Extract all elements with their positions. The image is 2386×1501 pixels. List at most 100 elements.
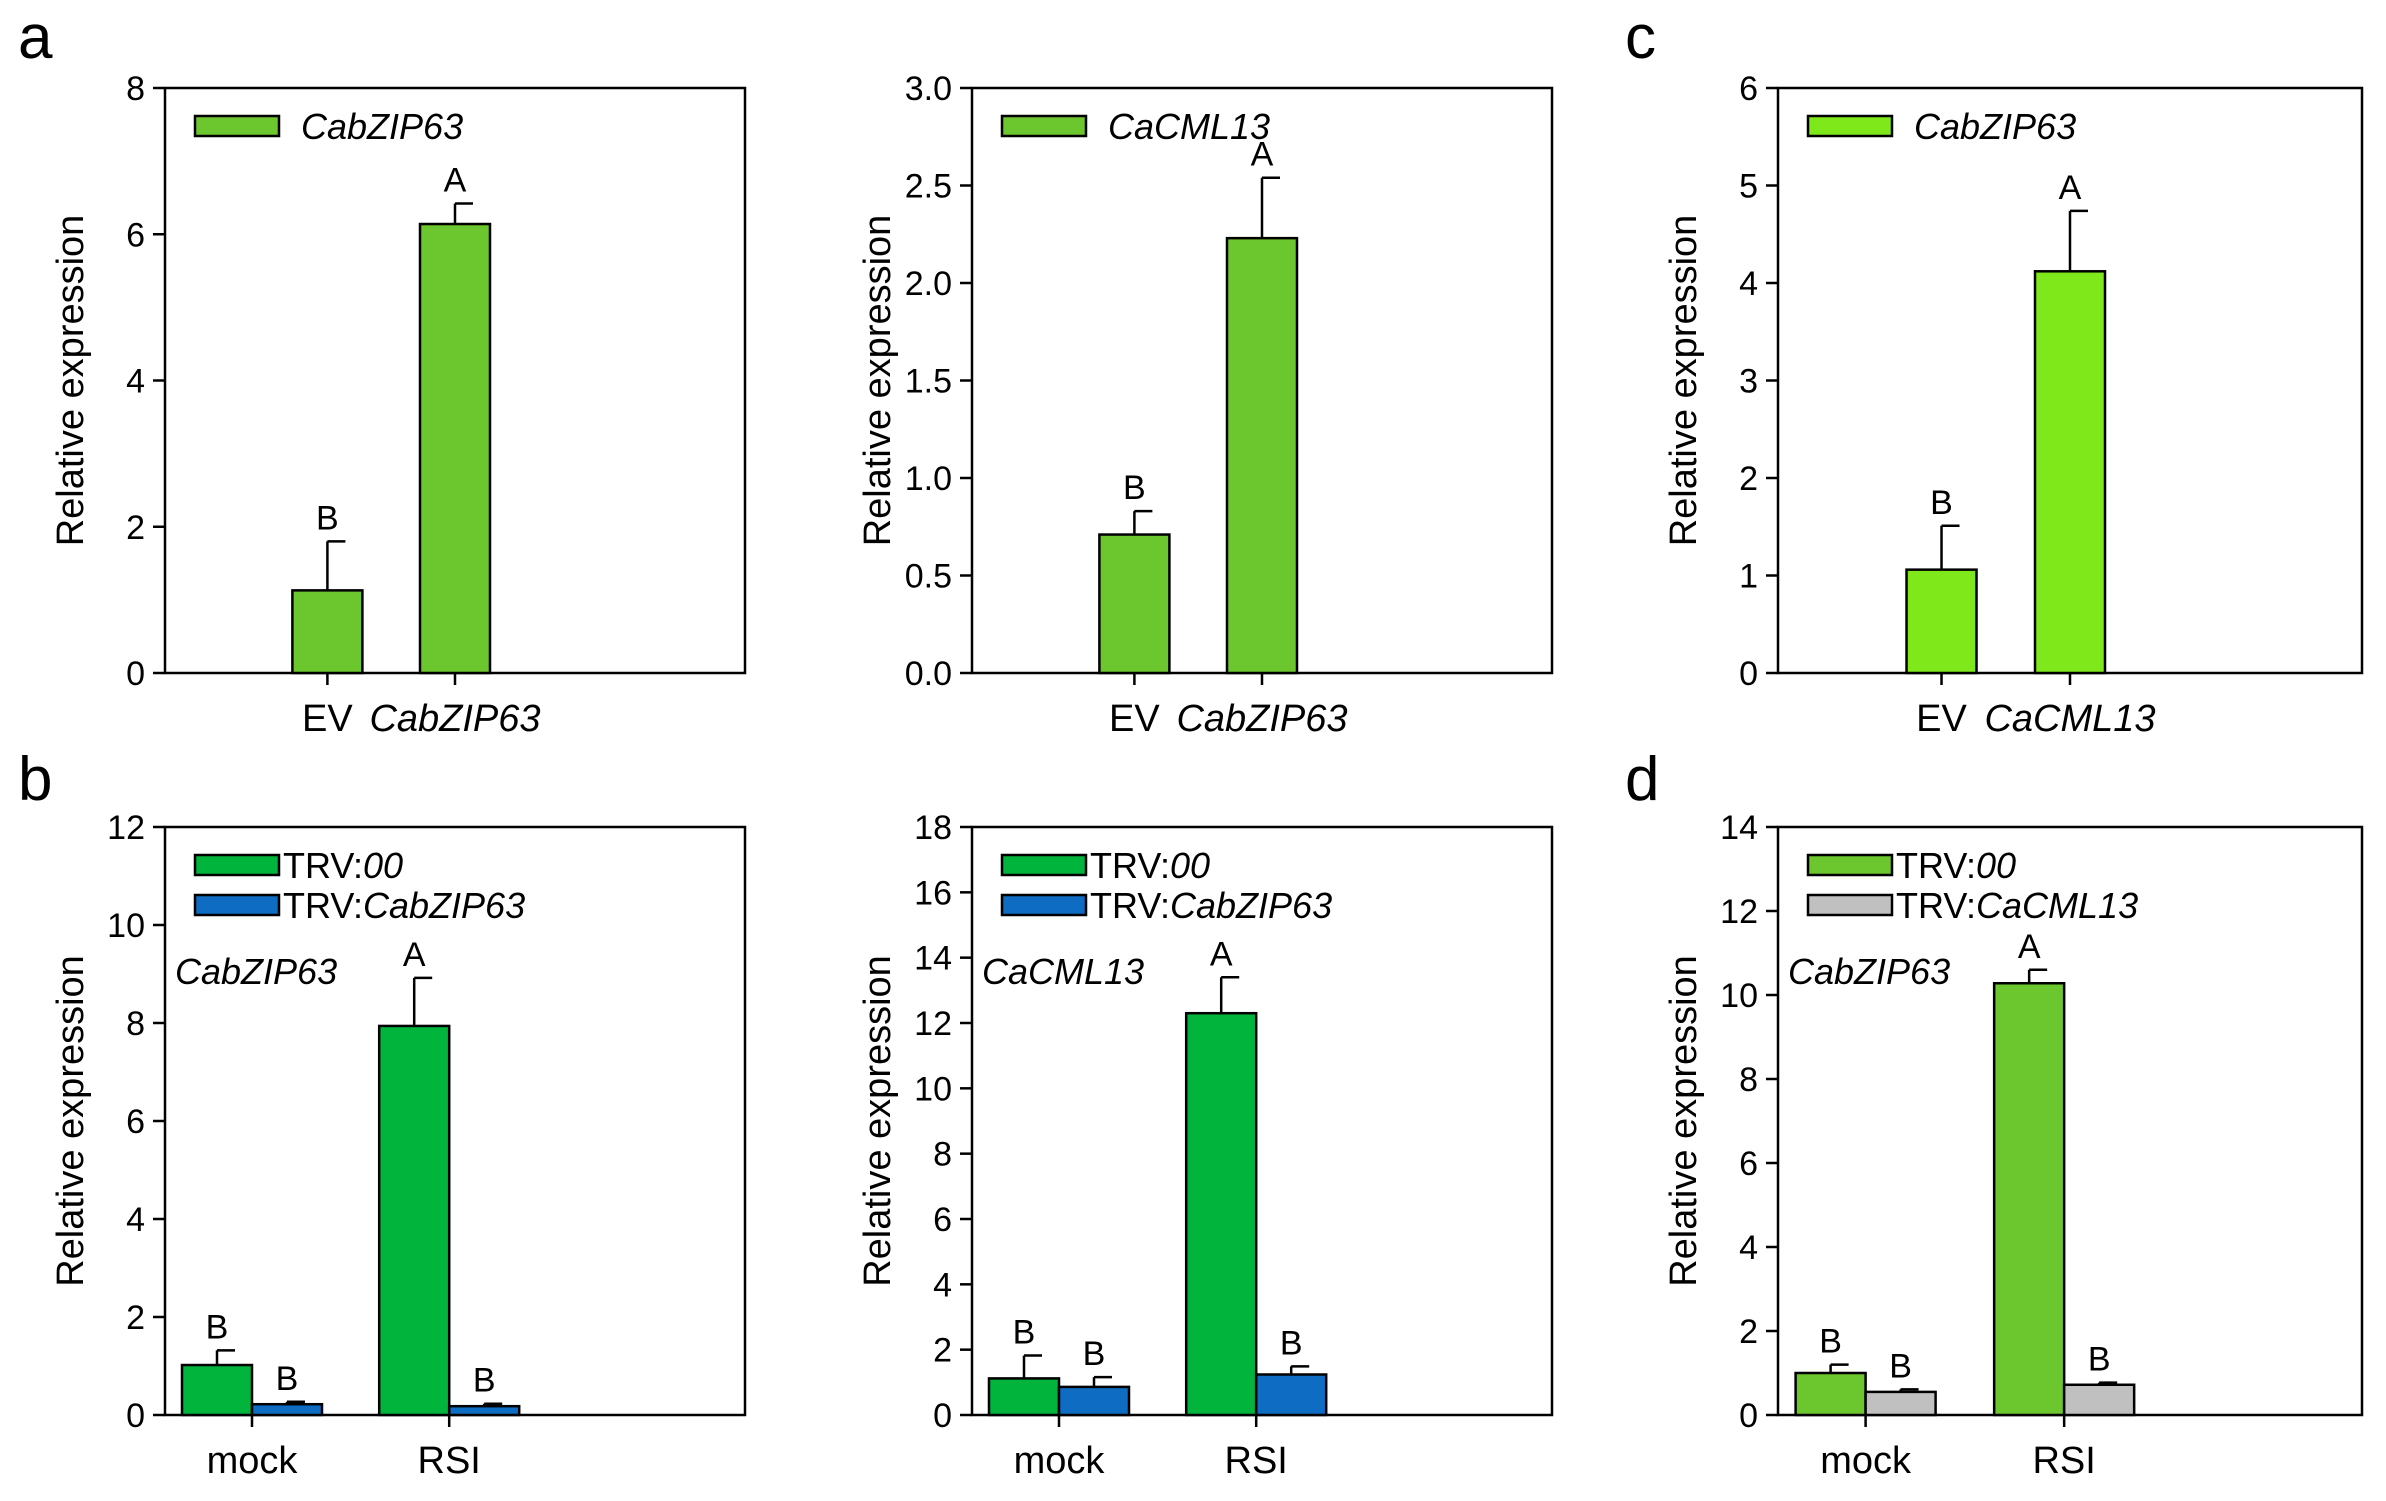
y-tick-label: 8 <box>126 1005 145 1043</box>
y-tick-label: 6 <box>126 1103 145 1141</box>
y-tick-label: 8 <box>126 70 145 108</box>
bar <box>987 1377 1061 1417</box>
bar <box>180 1363 254 1417</box>
significance-letter: B <box>206 1308 229 1346</box>
y-tick-label: 6 <box>933 1201 952 1239</box>
bar <box>2033 270 2107 675</box>
significance-letter: B <box>1083 1335 1106 1373</box>
y-tick-label: 0 <box>933 1397 952 1435</box>
legend-name: CabZIP63 <box>1914 106 2076 147</box>
y-tick-label: 1.0 <box>905 460 952 498</box>
legend-swatch <box>193 853 281 877</box>
significance-letter: B <box>473 1362 496 1400</box>
significance-letter: B <box>1013 1314 1036 1352</box>
y-axis-title: Relative expression <box>1663 215 1705 547</box>
y-tick-label: 14 <box>1720 809 1758 847</box>
y-axis-title: Relative expression <box>50 955 92 1287</box>
bar <box>377 1024 451 1417</box>
x-category-label: EV <box>1916 698 1967 740</box>
y-tick-label: 2.5 <box>905 168 952 206</box>
y-tick-label: 4 <box>1739 1229 1758 1267</box>
y-tick-label: 4 <box>933 1266 952 1304</box>
significance-letter: B <box>1930 484 1953 522</box>
significance-letter: A <box>2018 928 2041 966</box>
y-tick-label: 18 <box>914 809 952 847</box>
y-tick-label: 4 <box>126 363 145 401</box>
significance-letter: B <box>1280 1324 1303 1362</box>
y-tick-label: 0 <box>126 655 145 693</box>
y-axis-title: Relative expression <box>1663 955 1705 1287</box>
y-tick-label: 2.0 <box>905 265 952 303</box>
legend-swatch <box>1000 893 1088 917</box>
significance-letter: B <box>2088 1341 2111 1379</box>
y-tick-label: 3.0 <box>905 70 952 108</box>
x-category-label: mock <box>1014 1440 1106 1482</box>
x-category-label: RSI <box>2032 1440 2095 1482</box>
x-category-label: RSI <box>1225 1440 1288 1482</box>
y-axis-title: Relative expression <box>857 955 899 1287</box>
y-tick-label: 0 <box>1739 1397 1758 1435</box>
legend-name: CabZIP63 <box>1170 885 1332 926</box>
significance-letter: B <box>1889 1347 1912 1385</box>
y-tick-label: 2 <box>1739 1313 1758 1351</box>
charts-layer: 0 2 4 6 8 Relative expression EV CabZIP63 B A CabZ… <box>50 70 2364 1482</box>
significance-letter: A <box>1210 935 1233 973</box>
legend-swatch <box>193 114 281 138</box>
panel-letter-d: d <box>1625 745 1659 814</box>
y-tick-label: 2 <box>933 1332 952 1370</box>
legend-name: 00 <box>363 845 403 886</box>
chart-1: 0 2 4 6 8 Relative expression EV CabZIP63 B A CabZ… <box>50 70 747 740</box>
y-tick-label: 12 <box>1720 893 1758 931</box>
legend-name: 00 <box>1976 845 2016 886</box>
y-tick-label: 4 <box>126 1201 145 1239</box>
x-category-label: EV <box>302 698 353 740</box>
plot-annotation: CabZIP63 <box>175 951 337 992</box>
legend-name: 00 <box>1170 845 1210 886</box>
significance-letter: B <box>316 499 339 537</box>
y-tick-label: 0 <box>126 1397 145 1435</box>
significance-letter: A <box>403 936 426 974</box>
significance-letter: A <box>2059 169 2082 207</box>
legend-name: CaCML13 <box>1108 106 1270 147</box>
significance-letter: B <box>1819 1323 1842 1361</box>
legend-entry: TRV:00 <box>283 845 403 886</box>
y-tick-label: 14 <box>914 940 952 978</box>
legend-entry: TRV:CabZIP63 <box>1090 885 1332 926</box>
y-tick-label: 12 <box>107 809 145 847</box>
legend-entry: CabZIP63 <box>1914 106 2076 147</box>
y-tick-label: 10 <box>914 1070 952 1108</box>
y-tick-label: 0 <box>1739 655 1758 693</box>
legend-prefix: TRV: <box>1896 845 1976 886</box>
x-category-label: mock <box>1820 1440 1912 1482</box>
bar <box>1794 1371 1867 1417</box>
chart-6: 0 2 4 6 8 10 12 14 Relative expression mock RSI B A B… <box>1663 809 2364 1482</box>
chart-3: 0 1 2 3 4 5 6 Relative expression EV CaCML13 B A Cab… <box>1663 70 2364 740</box>
bar <box>250 1402 324 1417</box>
legend-entry: TRV:CabZIP63 <box>283 885 525 926</box>
legend-entry: CaCML13 <box>1108 106 1270 147</box>
y-tick-label: 0.0 <box>905 655 952 693</box>
y-tick-label: 10 <box>107 907 145 945</box>
y-tick-label: 16 <box>914 874 952 912</box>
chart-2: 0.0 0.5 1.0 1.5 2.0 2.5 3.0 Relative expression… <box>857 70 1554 740</box>
y-axis-title: Relative expression <box>50 215 92 547</box>
bar <box>1098 533 1171 675</box>
significance-letter: B <box>276 1360 299 1398</box>
legend-prefix: TRV: <box>1090 845 1170 886</box>
bar <box>1057 1385 1131 1417</box>
panel-letter-c: c <box>1625 3 1656 72</box>
legend-name: CabZIP63 <box>363 885 525 926</box>
y-tick-label: 1.5 <box>905 363 952 401</box>
plot-annotation: CaCML13 <box>982 951 1144 992</box>
y-tick-label: 6 <box>1739 1145 1758 1183</box>
y-tick-label: 12 <box>914 1005 952 1043</box>
panel-letter-b: b <box>18 745 52 814</box>
y-tick-label: 2 <box>126 509 145 547</box>
panel-letter-a: a <box>18 3 53 72</box>
bar <box>1184 1011 1258 1417</box>
legend-entry: CabZIP63 <box>301 106 463 147</box>
y-tick-label: 6 <box>1739 70 1758 108</box>
legend-swatch <box>193 893 281 917</box>
legend-prefix: TRV: <box>1896 885 1976 926</box>
legend-entry: TRV:00 <box>1896 845 2016 886</box>
